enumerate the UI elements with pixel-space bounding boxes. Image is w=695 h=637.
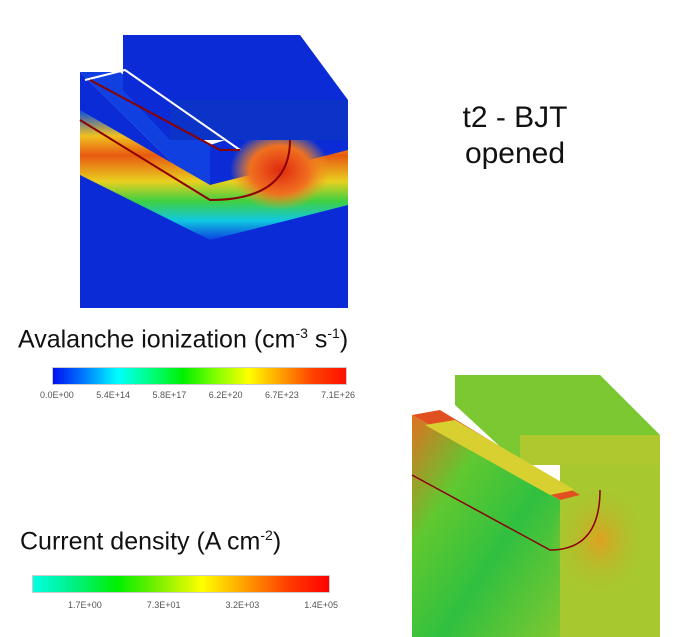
- current-density-render: [411, 375, 660, 637]
- avalanche-ticks: 0.0E+00 5.4E+14 5.8E+17 6.2E+20 6.7E+23 …: [40, 390, 355, 400]
- avalanche-exp1: -3: [295, 325, 308, 341]
- avalanche-exp2: -1: [327, 325, 340, 341]
- current-label: Current density (A cm: [20, 527, 261, 556]
- current-exp: -2: [260, 527, 273, 543]
- current-end: ): [272, 527, 282, 556]
- title-line-1: t2 - BJT: [462, 101, 568, 134]
- tick: 1.4E+05: [304, 600, 338, 610]
- avalanche-legend-title: Avalanche ionization (cm-3 s-1): [18, 325, 348, 354]
- tick: 7.1E+26: [321, 390, 355, 400]
- tick: 7.3E+01: [146, 600, 181, 610]
- current-legend-title: Current density (A cm-2): [20, 527, 281, 556]
- current-ticks: 1.7E+00 7.3E+01 3.2E+03 1.4E+05: [68, 600, 338, 610]
- title-line-2: opened: [464, 137, 566, 170]
- tick: 5.4E+14: [96, 390, 131, 400]
- current-colorbar: [32, 575, 330, 593]
- avalanche-end: ): [339, 325, 349, 354]
- avalanche-colorbar: [52, 367, 347, 385]
- tick: 0.0E+00: [40, 390, 74, 400]
- avalanche-mid: s: [307, 325, 328, 354]
- tick: 6.7E+23: [264, 390, 299, 400]
- tick: 1.7E+00: [68, 600, 102, 610]
- tick: 6.2E+20: [208, 390, 243, 400]
- tick: 3.2E+03: [225, 600, 260, 610]
- avalanche-label: Avalanche ionization (cm: [18, 325, 296, 354]
- tick: 5.8E+17: [152, 390, 187, 400]
- avalanche-ionization-render: [79, 35, 348, 308]
- slide-title: t2 - BJT opened: [440, 100, 590, 172]
